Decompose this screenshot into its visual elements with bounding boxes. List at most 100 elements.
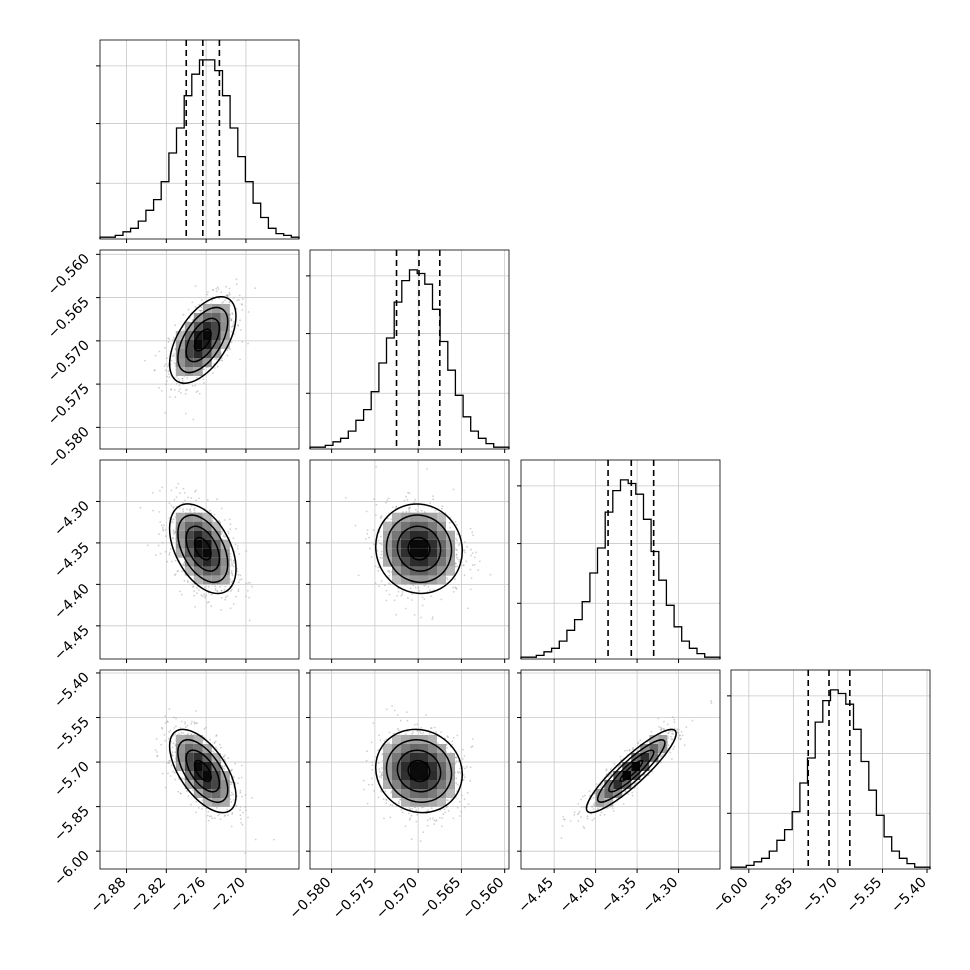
sample-point bbox=[174, 396, 177, 398]
density-cell bbox=[175, 753, 185, 762]
sample-point bbox=[230, 318, 233, 321]
sample-point bbox=[174, 530, 177, 533]
sample-point bbox=[679, 734, 681, 737]
sample-point bbox=[447, 809, 450, 812]
sample-point bbox=[226, 294, 228, 297]
sample-point bbox=[391, 705, 393, 707]
sample-point bbox=[685, 726, 688, 729]
sample-point bbox=[366, 532, 369, 535]
sample-point bbox=[429, 502, 432, 505]
sample-point bbox=[471, 738, 474, 740]
sample-point bbox=[209, 738, 212, 741]
y-tick-label: −5.55 bbox=[51, 714, 93, 756]
sample-point bbox=[169, 396, 171, 398]
density-cell bbox=[202, 771, 212, 780]
panel-frame bbox=[730, 669, 931, 870]
sample-point bbox=[223, 519, 226, 521]
density-cell bbox=[392, 548, 401, 558]
sample-point bbox=[588, 790, 591, 792]
scatter-panel-0-1 bbox=[99, 249, 300, 450]
sample-point bbox=[379, 542, 381, 545]
sample-point bbox=[676, 728, 679, 731]
sample-point bbox=[397, 729, 400, 732]
density-cell bbox=[401, 530, 410, 540]
sample-point bbox=[455, 777, 458, 780]
sample-point bbox=[186, 724, 189, 727]
sample-point bbox=[463, 549, 465, 551]
sample-point bbox=[380, 772, 383, 774]
density-cell bbox=[392, 744, 401, 753]
sample-point bbox=[455, 587, 457, 590]
sample-point bbox=[194, 384, 197, 387]
sample-point bbox=[393, 599, 396, 602]
density-cell bbox=[401, 789, 410, 798]
density-cell bbox=[184, 557, 194, 567]
panel-frame bbox=[99, 459, 300, 660]
sample-point bbox=[174, 771, 176, 774]
sample-point bbox=[432, 495, 434, 497]
density-cell bbox=[613, 780, 623, 789]
x-tick-label: −0.570 bbox=[373, 875, 421, 923]
sample-point bbox=[412, 584, 415, 587]
contour-level-1 bbox=[193, 536, 212, 561]
x-tick-label: −4.45 bbox=[515, 875, 557, 917]
sample-point bbox=[165, 380, 168, 382]
sample-point bbox=[237, 590, 240, 593]
sample-point bbox=[619, 755, 622, 758]
sample-point bbox=[158, 511, 161, 513]
sample-point bbox=[460, 810, 463, 813]
sample-point bbox=[161, 486, 164, 489]
density-cell bbox=[392, 735, 401, 744]
sample-point bbox=[577, 802, 580, 805]
sample-point bbox=[221, 359, 224, 362]
sample-point bbox=[229, 523, 232, 526]
sample-point bbox=[198, 589, 200, 591]
density-cell bbox=[193, 367, 203, 376]
sample-point bbox=[386, 708, 388, 711]
histogram-panel-2 bbox=[517, 459, 721, 660]
sample-point bbox=[231, 574, 234, 577]
sample-point bbox=[194, 285, 197, 287]
sample-point bbox=[411, 732, 413, 735]
sample-point bbox=[379, 516, 382, 519]
sample-point bbox=[171, 746, 174, 749]
sample-point bbox=[241, 795, 243, 798]
sample-point bbox=[216, 365, 219, 368]
sample-point bbox=[385, 501, 387, 504]
density-cell bbox=[193, 566, 203, 576]
sample-point bbox=[442, 813, 445, 816]
sample-point bbox=[390, 791, 392, 794]
density-cell bbox=[446, 780, 455, 789]
sample-point bbox=[679, 738, 681, 741]
sample-point bbox=[169, 729, 172, 732]
sample-point bbox=[419, 732, 422, 735]
sample-point bbox=[168, 338, 171, 340]
sample-point bbox=[456, 806, 459, 809]
sample-point bbox=[609, 768, 612, 770]
sample-point bbox=[171, 355, 174, 357]
density-cell bbox=[428, 744, 437, 753]
sample-point bbox=[199, 311, 202, 314]
sample-point bbox=[230, 571, 233, 574]
sample-point bbox=[418, 589, 421, 592]
sample-point bbox=[436, 742, 439, 744]
density-cell bbox=[437, 575, 446, 585]
sample-point bbox=[457, 544, 460, 547]
sample-point bbox=[154, 749, 157, 751]
sample-point bbox=[241, 298, 244, 301]
sample-point bbox=[471, 531, 474, 533]
sample-point bbox=[191, 319, 194, 321]
sample-point bbox=[456, 549, 458, 551]
sample-point bbox=[186, 580, 189, 582]
sample-point bbox=[235, 805, 238, 808]
density-cell bbox=[383, 557, 392, 567]
sample-point bbox=[168, 731, 170, 733]
sample-point bbox=[577, 820, 580, 822]
sample-point bbox=[605, 768, 608, 771]
sample-point bbox=[181, 377, 184, 380]
density-cell bbox=[392, 575, 401, 585]
sample-point bbox=[173, 727, 176, 729]
sample-point bbox=[561, 825, 564, 827]
sample-point bbox=[207, 291, 209, 293]
sample-point bbox=[467, 803, 470, 805]
